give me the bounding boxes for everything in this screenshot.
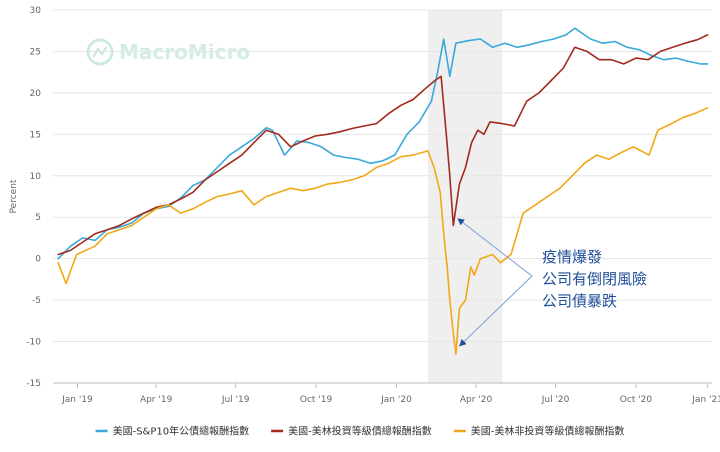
legend-label: 美國-S&P10年公債總報酬指數: [113, 425, 250, 438]
series-line-3: [57, 107, 709, 355]
x-tick-label: Jan '20: [380, 395, 412, 405]
y-tick-label: 30: [30, 6, 42, 16]
legend-label: 美國-美林非投資等級債總報酬指數: [471, 425, 625, 438]
x-tick-label: Jan '19: [61, 395, 93, 405]
y-tick-label: 15: [30, 130, 41, 140]
x-tick-label: Jul '20: [541, 395, 570, 405]
x-tick-label: Apr '19: [140, 395, 173, 405]
y-tick-label: 25: [30, 47, 41, 57]
legend-item-1: 美國-S&P10年公債總報酬指數: [95, 425, 250, 438]
x-tick-label: Apr '20: [460, 395, 493, 405]
legend-item-2: 美國-美林投資等級債總報酬指數: [271, 425, 432, 438]
y-axis-title: Percent: [9, 179, 19, 213]
annotation-arrow-1: [457, 218, 533, 277]
y-tick-label: 10: [30, 172, 42, 182]
y-tick-label: -10: [26, 338, 41, 348]
x-tick-label: Oct '20: [620, 395, 653, 405]
watermark: MacroMicro: [86, 38, 250, 66]
annotation: 疫情爆發 公司有倒閉風險 公司債暴跌: [457, 218, 647, 347]
y-tick-label: -15: [26, 379, 41, 389]
watermark-text: MacroMicro: [119, 40, 250, 64]
y-tick-label: -5: [32, 296, 41, 306]
legend-item-3: 美國-美林非投資等級債總報酬指數: [453, 425, 625, 438]
x-tick-label: Jul '19: [221, 395, 250, 405]
x-tick-label: Jan '21: [691, 395, 720, 405]
macromicro-logo-icon: [86, 38, 114, 66]
annotation-line-1: 疫情爆發: [542, 248, 602, 266]
y-tick-label: 5: [35, 213, 41, 223]
x-tick-label: Oct '19: [300, 395, 333, 405]
annotation-arrow-2: [459, 275, 533, 347]
legend: 美國-S&P10年公債總報酬指數 美國-美林投資等級債總報酬指數 美國-美林非投資等…: [95, 425, 625, 438]
legend-label: 美國-美林投資等級債總報酬指數: [288, 425, 432, 438]
y-tick-label: 20: [30, 89, 42, 99]
annotation-line-3: 公司債暴跌: [542, 292, 617, 310]
y-tick-label: 0: [35, 255, 41, 265]
series-line-2: [57, 34, 709, 256]
annotation-line-2: 公司有倒閉風險: [542, 270, 647, 288]
